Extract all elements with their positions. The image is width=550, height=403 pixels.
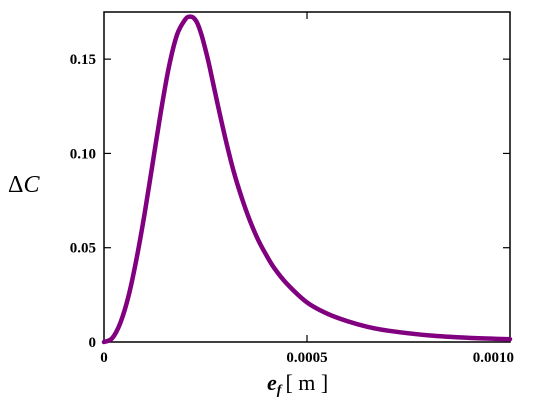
plot-frame (103, 11, 511, 343)
y-tick-label: 0.10 (70, 146, 96, 162)
y-tick-label: 0.15 (70, 52, 96, 68)
delta-c-curve (101, 14, 513, 345)
y-tick-label: 0 (89, 335, 97, 351)
x-axis-ticks: 0 0.0005 0.0010 (100, 12, 514, 366)
x-axis-label-sub: f (277, 383, 283, 398)
x-axis-label-var: e (267, 370, 277, 395)
x-tick-label: 0.0005 (286, 350, 327, 366)
y-axis-label: ΔC (8, 172, 40, 198)
y-axis-ticks: 0 0.05 0.10 0.15 (70, 52, 510, 351)
x-tick-label: 0 (100, 350, 108, 366)
y-axis-label-var: C (23, 172, 40, 198)
x-axis-label-unit: [ m ] (285, 370, 328, 395)
x-axis-label: ef[ m ] (267, 370, 328, 398)
y-tick-label: 0.05 (70, 241, 96, 257)
x-tick-label: 0.0010 (473, 350, 514, 366)
y-axis-label-delta: Δ (8, 172, 23, 198)
